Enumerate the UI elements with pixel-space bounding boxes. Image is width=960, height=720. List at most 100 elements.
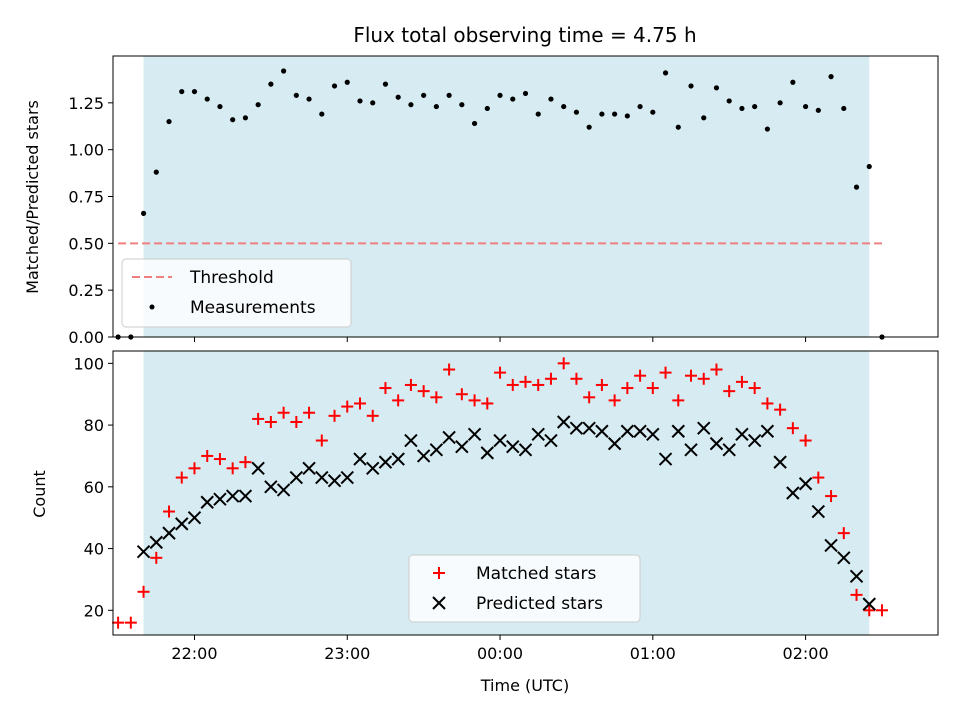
predicted-star-point	[811, 504, 826, 519]
predicted-star-point	[837, 551, 851, 565]
matched-star-point	[392, 394, 405, 407]
matched-star-point	[710, 363, 723, 376]
ratio-x-ticks	[193, 337, 807, 342]
matched-star-point	[303, 406, 316, 419]
matched-star-point	[799, 434, 812, 447]
legend-threshold-label: Threshold	[189, 268, 274, 288]
predicted-star-point	[327, 473, 342, 488]
predicted-star-point	[544, 433, 558, 448]
predicted-star-point	[506, 439, 520, 454]
matched-star-point	[672, 394, 685, 407]
predicted-star-point	[366, 461, 380, 476]
count-y-axis-label: Count	[30, 470, 49, 518]
matched-star-point	[188, 462, 201, 475]
measurement-point	[535, 111, 541, 117]
predicted-star-point	[455, 439, 469, 454]
predicted-star-point	[149, 535, 163, 550]
matched-star-point	[786, 422, 799, 435]
matched-star-point	[825, 490, 838, 503]
ratio-title: Flux total observing time = 4.75 h	[353, 23, 696, 47]
matched-star-point	[137, 585, 150, 598]
matched-star-point	[315, 434, 328, 447]
measurement-point	[612, 111, 618, 117]
measurement-point	[701, 115, 707, 121]
matched-star-point	[659, 366, 672, 379]
ratio-panel: 0.00 0.25 0.50 0.75 1.00 1.25 Flux total obse…	[23, 23, 939, 347]
matched-star-point	[328, 409, 341, 422]
x-tick-label: 00:00	[477, 644, 523, 663]
predicted-star-point	[646, 427, 660, 442]
matched-star-point	[761, 397, 774, 410]
measurement-point	[675, 124, 681, 130]
predicted-star-point	[658, 452, 673, 466]
measurement-point	[204, 96, 210, 102]
measurement-point	[777, 100, 783, 106]
predicted-star-point	[404, 433, 418, 448]
matched-star-point	[634, 369, 647, 382]
predicted-star-point	[289, 470, 304, 485]
matched-star-point	[379, 382, 392, 395]
measurement-point	[255, 102, 261, 108]
predicted-star-point	[620, 424, 635, 438]
legend-matched-swatch	[433, 567, 445, 579]
predicted-star-point	[531, 427, 545, 442]
predicted-star-point	[595, 424, 609, 438]
measurement-point	[433, 103, 439, 110]
measurement-point	[459, 102, 465, 108]
predicted-star-point	[773, 455, 787, 469]
measurement-point	[242, 115, 249, 121]
predicted-star-point	[442, 430, 456, 445]
measurement-point	[650, 109, 656, 115]
count-legend: Matched stars Predicted stars	[408, 554, 641, 623]
predicted-star-point	[709, 436, 724, 451]
matched-star-point	[277, 406, 290, 419]
matched-star-point	[557, 357, 570, 370]
matched-star-point	[621, 382, 634, 395]
predicted-star-point	[747, 433, 762, 448]
matched-star-point	[494, 366, 507, 379]
matched-star-point	[481, 397, 494, 410]
ratio-y-ticks: 0.00 0.25 0.50 0.75 1.00 1.25	[68, 94, 113, 347]
y-tick-label: 0.50	[68, 234, 104, 253]
matched-star-point	[124, 616, 137, 629]
predicted-star-point	[582, 421, 596, 435]
predicted-star-point	[735, 427, 749, 442]
matched-star-point	[774, 403, 787, 416]
measurement-point	[548, 96, 554, 102]
y-tick-label: 20	[84, 601, 104, 620]
predicted-star-point	[276, 483, 291, 497]
measurement-point	[331, 83, 338, 89]
measurement-point	[828, 74, 834, 80]
matched-star-point	[697, 372, 710, 385]
matched-star-point	[837, 527, 850, 540]
predicted-star-point	[480, 446, 495, 460]
predicted-star-point	[684, 443, 698, 457]
measurement-point	[561, 103, 567, 110]
predicted-star-point	[671, 424, 685, 438]
count-panel: 22:00 23:00 00:00 01:00 02:00 20 40 60 80 100 Ti…	[30, 350, 939, 695]
matched-star-point	[430, 391, 443, 404]
matched-star-point	[366, 409, 379, 422]
measurement-point	[586, 124, 592, 130]
ratio-y-axis-label: Matched/Predicted stars	[23, 100, 42, 294]
measurement-point	[319, 111, 325, 117]
predicted-star-point	[315, 470, 329, 485]
count-y-ticks: 20 40 60 80 100	[73, 354, 113, 620]
matched-star-point	[685, 369, 698, 382]
predicted-star-point	[786, 486, 800, 500]
measurement-point	[484, 105, 490, 112]
measurement-point	[230, 117, 236, 123]
predicted-star-point	[798, 477, 813, 491]
measurement-point	[726, 98, 732, 104]
measurement-point	[395, 94, 401, 100]
x-tick-label: 22:00	[171, 644, 217, 663]
predicted-star-point	[556, 415, 571, 429]
matched-star-point	[544, 372, 557, 385]
matched-star-point	[595, 378, 608, 391]
predicted-star-point	[416, 449, 431, 463]
predicted-star-point	[633, 424, 647, 438]
predicted-star-point	[378, 455, 393, 469]
y-tick-label: 40	[84, 540, 104, 559]
measurement-point	[713, 85, 720, 91]
matched-star-point	[863, 604, 876, 617]
